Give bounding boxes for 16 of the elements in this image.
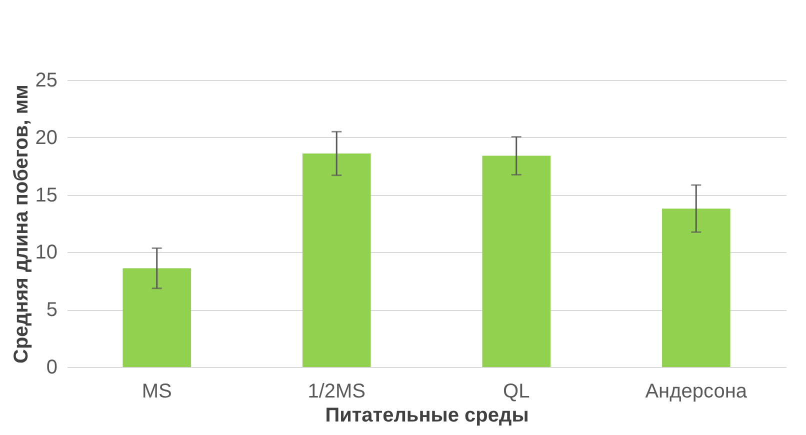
y-tick-label: 15 xyxy=(35,184,58,206)
x-tick-label: MS xyxy=(142,380,172,402)
bar xyxy=(302,153,371,367)
bar xyxy=(662,208,730,367)
y-tick-label: 5 xyxy=(46,299,58,322)
bar xyxy=(482,156,551,367)
x-tick-label: Андерсона xyxy=(645,380,748,402)
x-tick-label: 1/2MS xyxy=(308,380,366,402)
y-axis-title: Средняя длина побегов, мм xyxy=(10,84,32,364)
y-tick-label: 20 xyxy=(35,126,58,149)
bar xyxy=(122,268,192,367)
y-tick-label: 10 xyxy=(35,242,58,264)
y-tick-label: 25 xyxy=(35,70,58,92)
x-axis-title: Питательные среды xyxy=(325,404,529,426)
x-tick-label: QL xyxy=(503,380,530,402)
y-tick-label: 0 xyxy=(46,356,58,378)
